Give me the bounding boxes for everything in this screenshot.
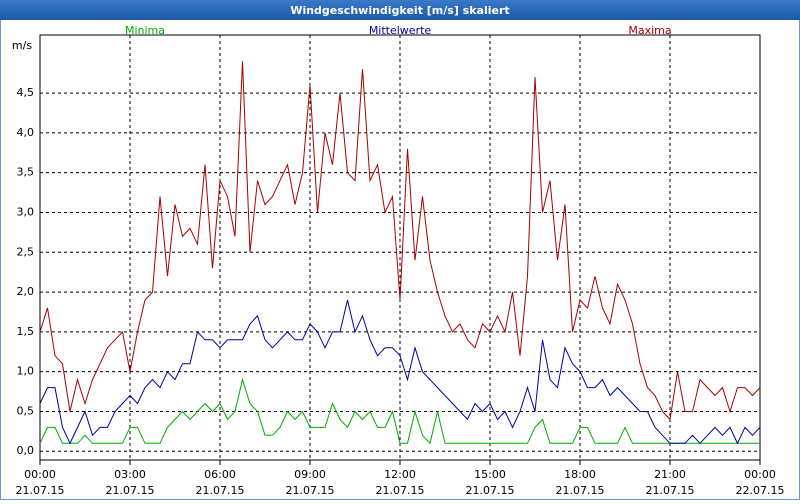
legend-entry: Mittelwerte — [369, 24, 432, 37]
legend-entry: Maxima — [628, 24, 671, 37]
y-tick-label: 4,5 — [17, 86, 35, 99]
y-tick-label: 0,0 — [17, 444, 35, 457]
series-line — [39, 377, 760, 445]
series-line — [39, 61, 761, 421]
x-tick-label: 21.07.15 — [646, 484, 695, 497]
x-tick-label: 09:00 — [294, 468, 326, 481]
x-tick-label: 12:00 — [384, 468, 416, 481]
x-tick-label: 15:00 — [474, 468, 506, 481]
x-tick-label: 21.07.15 — [466, 484, 515, 497]
x-tick-label: 18:00 — [564, 468, 596, 481]
y-tick-label: 0,5 — [17, 404, 35, 417]
x-tick-label: 21:00 — [654, 468, 686, 481]
title-bar — [0, 0, 800, 20]
x-tick-label: 00:00 — [24, 468, 56, 481]
y-tick-label: 2,5 — [17, 245, 35, 258]
y-tick-label: 1,0 — [17, 365, 35, 378]
x-tick-label: 22.07.15 — [736, 484, 785, 497]
y-tick-label: 2,0 — [17, 285, 35, 298]
x-tick-label: 21.07.15 — [106, 484, 155, 497]
y-tick-label: 3,0 — [17, 205, 35, 218]
y-tick-label: 1,5 — [17, 325, 35, 338]
y-axis-label: m/s — [12, 39, 32, 52]
x-tick-label: 06:00 — [204, 468, 236, 481]
chart-title: Windgeschwindigkeit [m/s] skaliert — [290, 4, 509, 17]
x-tick-label: 21.07.15 — [16, 484, 65, 497]
x-tick-label: 21.07.15 — [556, 484, 605, 497]
y-tick-label: 3,5 — [17, 166, 35, 179]
x-tick-label: 00:00 — [744, 468, 776, 481]
x-tick-label: 21.07.15 — [196, 484, 245, 497]
series-line — [39, 299, 761, 445]
y-tick-label: 4,0 — [17, 126, 35, 139]
x-tick-label: 21.07.15 — [286, 484, 335, 497]
x-tick-label: 21.07.15 — [376, 484, 425, 497]
x-tick-label: 03:00 — [114, 468, 146, 481]
legend-entry: Minima — [125, 24, 165, 37]
